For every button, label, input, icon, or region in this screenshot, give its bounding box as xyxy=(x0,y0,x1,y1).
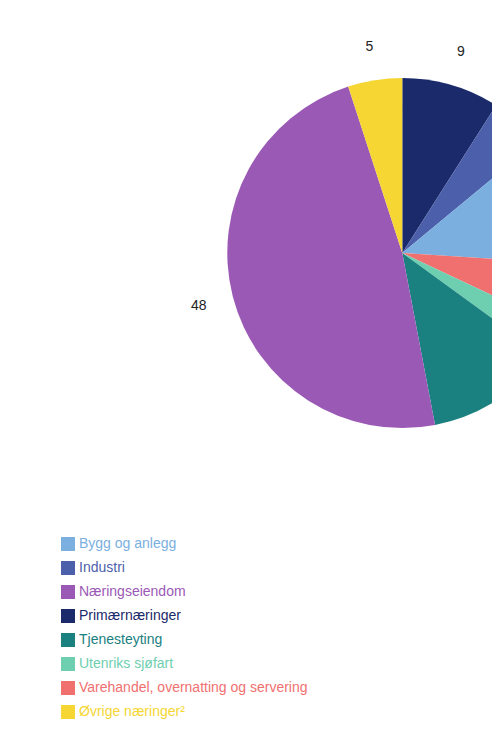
html-text:Næringseiendom: Næringseiendom xyxy=(79,583,186,599)
html-text:Tjenesteyting: Tjenesteyting xyxy=(79,631,163,647)
html-text:Industri: Industri xyxy=(79,559,125,575)
html-text:Primærnæringer: Primærnæringer xyxy=(79,607,181,623)
svg-text:9: 9 xyxy=(457,43,465,59)
html-text:Varehandel, overnatting og ser: Varehandel, overnatting og servering xyxy=(79,679,308,695)
svg-text:5: 5 xyxy=(366,38,374,54)
svg-text:48: 48 xyxy=(191,297,207,313)
html-text:Bygg og anlegg: Bygg og anlegg xyxy=(79,535,177,551)
html-text:Utenriks sjøfart: Utenriks sjøfart xyxy=(79,655,174,671)
html-text:Øvrige næringer²: Øvrige næringer² xyxy=(79,703,185,719)
